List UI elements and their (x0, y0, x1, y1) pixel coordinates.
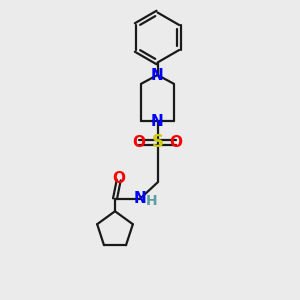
Text: N: N (151, 68, 164, 82)
Text: S: S (152, 134, 164, 152)
Text: O: O (170, 135, 183, 150)
Text: N: N (134, 191, 146, 206)
Text: O: O (132, 135, 145, 150)
Text: O: O (112, 171, 125, 186)
Text: H: H (146, 194, 157, 208)
Text: N: N (151, 114, 164, 129)
